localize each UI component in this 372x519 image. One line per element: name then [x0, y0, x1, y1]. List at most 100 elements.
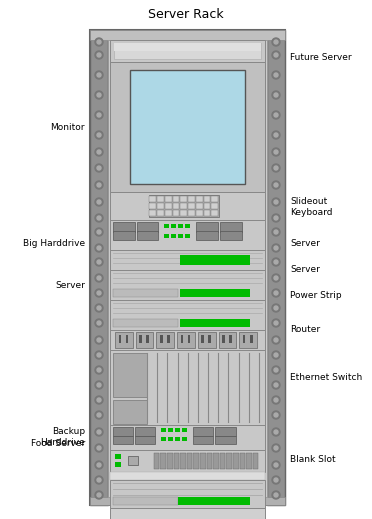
Circle shape [272, 71, 280, 79]
Circle shape [274, 398, 278, 402]
Circle shape [95, 71, 103, 79]
Bar [110, 480, 265, 508]
Bar [139, 335, 142, 343]
Bar [113, 497, 178, 505]
Bar [113, 400, 147, 424]
Circle shape [97, 216, 101, 220]
Bar [115, 462, 121, 467]
Circle shape [97, 93, 101, 97]
Circle shape [272, 181, 280, 189]
Bar [188, 210, 195, 216]
Bar [115, 332, 133, 348]
Circle shape [274, 478, 278, 482]
Bar [119, 335, 121, 343]
Bar [227, 453, 232, 469]
Bar [154, 453, 160, 469]
Bar [178, 497, 250, 505]
Circle shape [95, 366, 103, 374]
Circle shape [274, 306, 278, 310]
Bar [157, 196, 164, 202]
Bar [157, 332, 174, 348]
Bar [182, 428, 187, 432]
Bar [206, 453, 212, 469]
Bar [196, 231, 218, 240]
Text: Server: Server [55, 280, 85, 290]
Circle shape [272, 476, 280, 484]
Bar [179, 224, 183, 228]
Circle shape [272, 428, 280, 436]
Bar [211, 203, 218, 209]
Text: Monitor: Monitor [51, 122, 85, 131]
Bar [175, 428, 180, 432]
Bar [211, 196, 218, 202]
Circle shape [272, 244, 280, 252]
Circle shape [274, 291, 278, 295]
Circle shape [95, 304, 103, 312]
Bar [203, 196, 210, 202]
Circle shape [95, 396, 103, 404]
Bar [110, 508, 265, 519]
Circle shape [272, 228, 280, 236]
Circle shape [95, 181, 103, 189]
Circle shape [97, 321, 101, 325]
Bar [110, 270, 265, 300]
Circle shape [272, 381, 280, 389]
Circle shape [274, 446, 278, 450]
Bar [187, 453, 192, 469]
Circle shape [274, 230, 278, 234]
Bar [130, 70, 245, 184]
Bar [113, 353, 147, 397]
Bar [149, 210, 156, 216]
Bar [110, 425, 265, 450]
Circle shape [97, 413, 101, 417]
Circle shape [272, 289, 280, 297]
Bar [110, 450, 265, 472]
Circle shape [97, 166, 101, 170]
Circle shape [272, 131, 280, 139]
Circle shape [95, 428, 103, 436]
Bar [146, 335, 149, 343]
Bar [188, 203, 195, 209]
Circle shape [274, 53, 278, 57]
Bar [196, 203, 202, 209]
Circle shape [97, 398, 101, 402]
Circle shape [272, 111, 280, 119]
Circle shape [272, 461, 280, 469]
Bar [182, 437, 187, 441]
Bar [126, 335, 128, 343]
Bar [250, 335, 253, 343]
Bar [114, 43, 261, 59]
Bar [168, 437, 173, 441]
Bar [193, 427, 214, 436]
Bar [180, 196, 187, 202]
Bar [181, 335, 183, 343]
Bar [220, 231, 242, 240]
Circle shape [95, 131, 103, 139]
Bar [161, 437, 166, 441]
Bar [243, 335, 246, 343]
Circle shape [274, 246, 278, 250]
Text: Blank Slot: Blank Slot [290, 456, 336, 465]
Circle shape [97, 446, 101, 450]
Circle shape [95, 381, 103, 389]
Bar [114, 43, 261, 51]
Circle shape [95, 411, 103, 419]
Bar [113, 319, 178, 327]
Circle shape [95, 351, 103, 359]
Circle shape [95, 164, 103, 172]
Bar [188, 335, 190, 343]
Bar [149, 195, 218, 217]
Circle shape [274, 200, 278, 204]
Bar [90, 30, 285, 40]
Circle shape [274, 40, 278, 44]
Circle shape [272, 336, 280, 344]
Bar [213, 453, 219, 469]
Bar [177, 332, 195, 348]
Text: Router: Router [290, 325, 320, 335]
Bar [90, 497, 285, 505]
Circle shape [272, 214, 280, 222]
Text: Big Harddrive: Big Harddrive [23, 239, 85, 248]
Bar [90, 30, 108, 505]
Bar [128, 456, 138, 465]
Bar [200, 453, 206, 469]
